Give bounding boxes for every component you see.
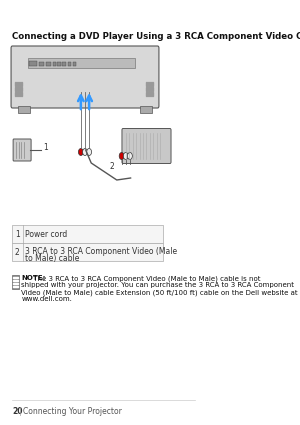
Text: Power cord: Power cord <box>25 230 67 238</box>
Bar <box>150 92 151 96</box>
Bar <box>148 82 149 85</box>
Bar <box>12 275 19 289</box>
Bar <box>146 82 147 85</box>
FancyBboxPatch shape <box>11 46 159 108</box>
Text: Video (Male to Male) cable Extension (50 ft/100 ft) cable on the Dell website at: Video (Male to Male) cable Extension (50… <box>21 289 298 295</box>
Bar <box>57 62 61 66</box>
Circle shape <box>87 148 92 156</box>
Circle shape <box>119 153 124 159</box>
Bar <box>16 92 18 96</box>
Text: 2: 2 <box>15 247 20 257</box>
Bar <box>18 106 30 113</box>
Bar <box>39 62 44 66</box>
Text: |: | <box>19 407 22 416</box>
Text: NOTE:: NOTE: <box>21 275 46 281</box>
Circle shape <box>128 153 132 159</box>
Bar <box>14 87 16 91</box>
Bar <box>19 82 20 85</box>
Bar <box>19 92 20 96</box>
Bar <box>14 82 16 85</box>
Bar <box>21 82 22 85</box>
Bar <box>152 92 153 96</box>
Bar <box>150 87 151 91</box>
Circle shape <box>82 148 87 156</box>
Bar <box>14 92 16 96</box>
Bar <box>28 58 135 68</box>
Bar <box>29 61 37 66</box>
Bar <box>21 87 22 91</box>
Bar <box>12 225 163 243</box>
Text: www.dell.com.: www.dell.com. <box>21 296 72 302</box>
Bar <box>62 62 66 66</box>
Text: shipped with your projector. You can purchase the 3 RCA to 3 RCA Component: shipped with your projector. You can pur… <box>21 282 294 288</box>
Text: The 3 RCA to 3 RCA Component Video (Male to Male) cable is not: The 3 RCA to 3 RCA Component Video (Male… <box>31 275 261 281</box>
Bar <box>148 87 149 91</box>
Bar <box>73 62 76 66</box>
Circle shape <box>123 153 128 159</box>
Bar <box>52 62 56 66</box>
Bar <box>46 62 51 66</box>
Text: 2: 2 <box>110 162 115 170</box>
Bar <box>152 87 153 91</box>
Bar <box>150 82 151 85</box>
Bar <box>146 87 147 91</box>
Bar <box>14 286 18 287</box>
Bar <box>68 62 71 66</box>
Bar <box>16 87 18 91</box>
Bar <box>14 283 18 284</box>
Text: to Male) cable: to Male) cable <box>25 254 79 263</box>
FancyBboxPatch shape <box>122 128 171 164</box>
Bar <box>21 92 22 96</box>
Text: 1: 1 <box>15 230 20 238</box>
Bar <box>14 277 18 278</box>
Text: Connecting a DVD Player Using a 3 RCA Component Video Cable: Connecting a DVD Player Using a 3 RCA Co… <box>12 32 300 41</box>
Bar <box>16 82 18 85</box>
Bar <box>152 82 153 85</box>
Bar <box>148 92 149 96</box>
Text: 3 RCA to 3 RCA Component Video (Male: 3 RCA to 3 RCA Component Video (Male <box>25 247 177 256</box>
Circle shape <box>78 148 83 156</box>
Bar <box>12 243 163 261</box>
Bar <box>19 87 20 91</box>
Text: 20: 20 <box>12 407 23 416</box>
Bar <box>140 106 152 113</box>
Bar <box>14 280 18 281</box>
Text: 1: 1 <box>44 142 48 151</box>
FancyBboxPatch shape <box>13 139 31 161</box>
Bar <box>146 92 147 96</box>
Text: Connecting Your Projector: Connecting Your Projector <box>23 407 122 416</box>
